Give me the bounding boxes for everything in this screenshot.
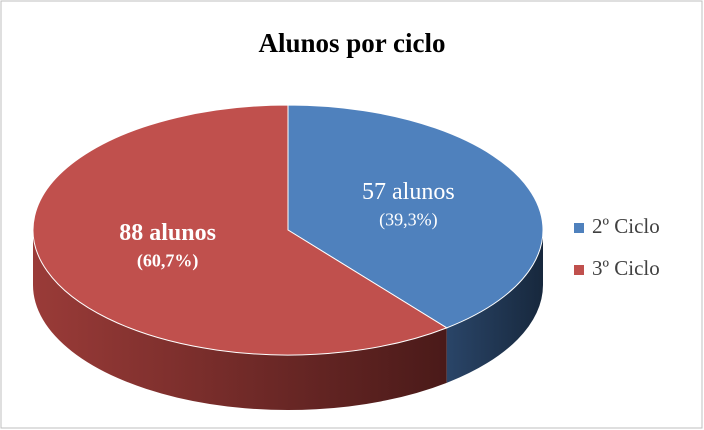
percent-label: (39,3%) (379, 210, 437, 231)
legend-label: 2º Ciclo (592, 214, 660, 238)
data-label: 88 alunos (119, 220, 216, 246)
legend-swatch (574, 265, 584, 275)
pie-slice (32, 104, 448, 356)
pie-slice (287, 104, 544, 329)
percent-label: (60,7%) (137, 251, 199, 272)
pie-side (33, 230, 447, 411)
chart-title: Alunos por ciclo (258, 28, 445, 58)
pie-side (446, 230, 543, 383)
data-label: 57 alunos (362, 179, 455, 205)
legend-label: 3º Ciclo (592, 256, 660, 280)
legend-swatch (574, 223, 584, 233)
